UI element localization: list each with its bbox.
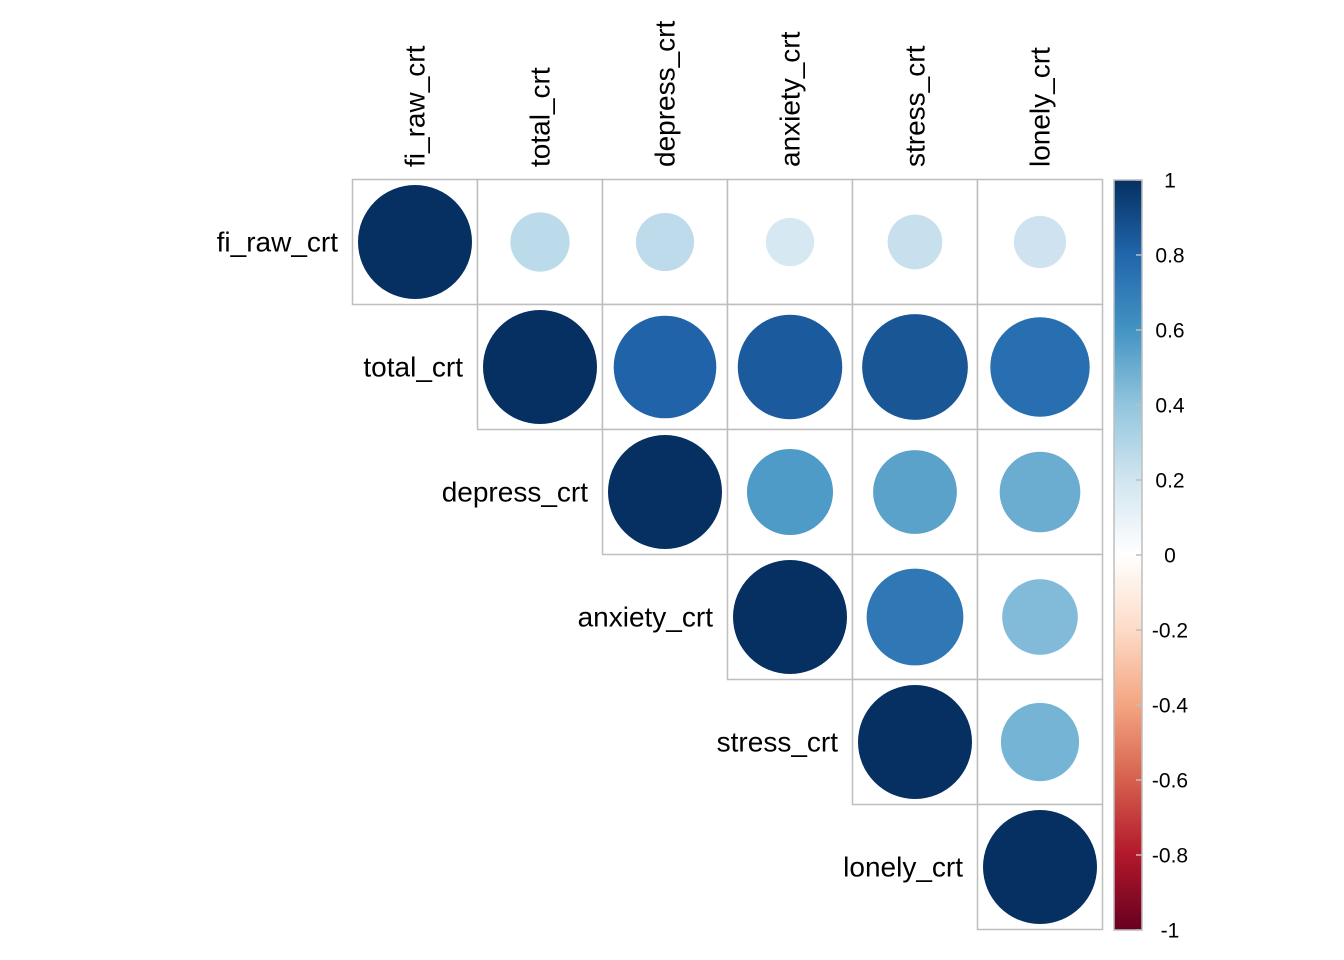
column-label-stress_crt: stress_crt: [900, 45, 931, 167]
corr-circle-fi_raw_crt-total_crt: [510, 212, 570, 272]
grid-cell: [976, 428, 1104, 556]
colorbar-tick-label: -1: [1161, 920, 1180, 943]
row-label-fi_raw_crt: fi_raw_crt: [217, 227, 339, 258]
corr-circle-total_crt-depress_crt: [613, 315, 717, 419]
corr-circle-stress_crt-stress_crt: [858, 685, 972, 799]
colorbar-tick-label: -0.8: [1152, 845, 1188, 868]
row-label-total_crt: total_crt: [363, 352, 463, 383]
corr-circle-total_crt-stress_crt: [862, 314, 968, 420]
colorbar-tick-label: -0.4: [1152, 695, 1189, 718]
colorbar-tick-label: 0: [1164, 545, 1176, 568]
colorbar-tick-label: 0.2: [1155, 470, 1184, 493]
corr-circle-fi_raw_crt-depress_crt: [635, 212, 695, 272]
corr-circle-stress_crt-lonely_crt: [1000, 702, 1080, 782]
column-labels: fi_raw_crt total_crt depress_crt anxiety_cr…: [400, 20, 1056, 167]
corr-circle-depress_crt-anxiety_crt: [746, 448, 834, 536]
cell-grid: [351, 178, 1104, 931]
colorbar-tick-label: -0.2: [1152, 620, 1188, 643]
corr-circle-depress_crt-stress_crt: [873, 450, 957, 534]
colorbar-tick-label: 0.6: [1155, 320, 1184, 343]
corr-circle-total_crt-lonely_crt: [990, 317, 1090, 417]
corr-circle-depress_crt-lonely_crt: [999, 451, 1081, 533]
row-label-stress_crt: stress_crt: [717, 727, 839, 758]
colorbar-ticks: 1 0.8 0.6 0.4 0.2 0 -0.2 -0.4 -0.6 -0.8 -1: [1136, 170, 1188, 943]
row-label-depress_crt: depress_crt: [442, 477, 589, 508]
column-label-total_crt: total_crt: [525, 67, 556, 167]
corr-circle-fi_raw_crt-lonely_crt: [1013, 215, 1067, 269]
column-label-depress_crt: depress_crt: [650, 20, 681, 167]
colorbar: 1 0.8 0.6 0.4 0.2 0 -0.2 -0.4 -0.6 -0.8 -1: [1113, 170, 1188, 943]
column-label-lonely_crt: lonely_crt: [1025, 47, 1056, 167]
column-label-fi_raw_crt: fi_raw_crt: [400, 45, 431, 167]
row-label-lonely_crt: lonely_crt: [843, 852, 963, 883]
corr-circle-anxiety_crt-anxiety_crt: [733, 560, 847, 674]
corr-circle-lonely_crt-lonely_crt: [983, 810, 1097, 924]
row-labels: fi_raw_crt total_crt depress_crt anxiety_cr…: [217, 227, 964, 883]
row-label-anxiety_crt: anxiety_crt: [578, 602, 714, 633]
corr-circle-fi_raw_crt-stress_crt: [887, 214, 943, 270]
column-label-anxiety_crt: anxiety_crt: [775, 31, 806, 167]
corr-circle-fi_raw_crt-fi_raw_crt: [358, 185, 472, 299]
corr-circle-fi_raw_crt-anxiety_crt: [765, 217, 815, 267]
corr-circle-depress_crt-depress_crt: [608, 435, 722, 549]
corr-circle-anxiety_crt-lonely_crt: [1002, 579, 1078, 655]
colorbar-tick-label: -0.6: [1152, 770, 1188, 793]
correlation-circles: [358, 185, 1097, 924]
corr-circle-total_crt-anxiety_crt: [737, 314, 843, 420]
colorbar-gradient: [1113, 179, 1143, 931]
colorbar-tick-label: 0.4: [1155, 395, 1185, 418]
colorbar-tick-label: 0.8: [1155, 245, 1184, 268]
colorbar-tick-label: 1: [1164, 170, 1176, 193]
corr-circle-total_crt-total_crt: [483, 310, 597, 424]
corr-circle-anxiety_crt-stress_crt: [866, 568, 964, 666]
